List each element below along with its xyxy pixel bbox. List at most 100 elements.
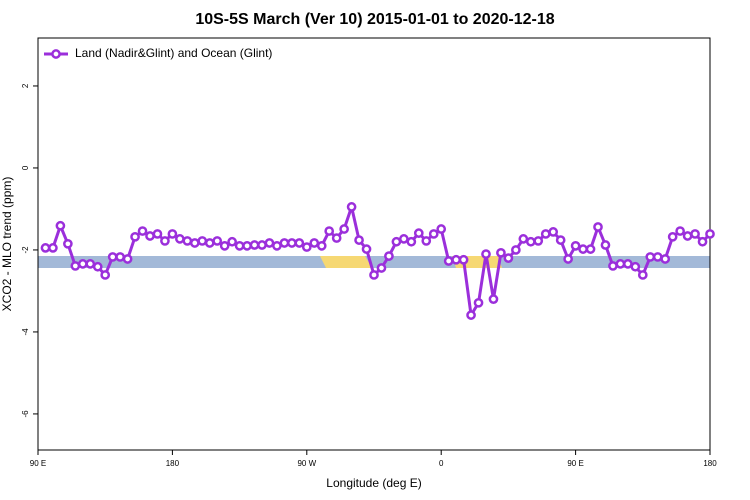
y-tick-label: -6 xyxy=(21,410,30,418)
data-point xyxy=(234,240,245,251)
data-point xyxy=(354,235,364,245)
data-point xyxy=(212,236,223,246)
data-point xyxy=(406,236,417,247)
data-point xyxy=(48,243,58,253)
data-point xyxy=(578,244,588,254)
plot-frame xyxy=(37,37,711,451)
y-tick-label: -4 xyxy=(21,328,30,336)
data-point xyxy=(421,236,432,246)
y-tick-label: 2 xyxy=(21,83,30,88)
data-point xyxy=(630,261,641,272)
data-point xyxy=(100,270,111,280)
data-point xyxy=(204,238,215,248)
data-point xyxy=(413,228,424,238)
data-point xyxy=(503,253,514,263)
data-point xyxy=(309,238,320,248)
data-point xyxy=(705,229,715,239)
data-point xyxy=(548,227,559,237)
y-tick-label: 0 xyxy=(21,165,30,170)
data-point xyxy=(339,224,349,234)
data-point xyxy=(608,261,618,271)
data-point xyxy=(540,229,551,239)
data-point xyxy=(77,259,88,269)
data-point xyxy=(122,254,133,264)
land-band xyxy=(320,256,372,268)
data-point xyxy=(518,234,529,244)
data-point xyxy=(301,242,312,252)
data-point xyxy=(645,252,656,262)
data-point xyxy=(652,252,663,262)
data-point xyxy=(331,233,342,243)
data-point xyxy=(324,226,335,236)
data-point xyxy=(242,240,252,251)
data-point xyxy=(249,240,260,250)
data-point xyxy=(555,235,566,245)
data-point xyxy=(690,229,700,239)
data-point xyxy=(167,229,178,239)
data-point xyxy=(40,243,51,253)
x-tick-label: 180 xyxy=(703,459,717,468)
data-point xyxy=(152,229,163,239)
data-point xyxy=(63,238,73,249)
data-point xyxy=(130,231,140,242)
data-point xyxy=(137,226,148,236)
data-point xyxy=(70,261,81,271)
data-point xyxy=(675,226,685,236)
data-point xyxy=(481,249,491,259)
x-tick-label: 90 E xyxy=(30,459,46,468)
data-point xyxy=(92,261,103,272)
data-point xyxy=(511,245,521,255)
data-point xyxy=(189,238,200,248)
x-tick-label: 90 W xyxy=(297,459,316,468)
x-axis-label: Longitude (deg E) xyxy=(326,476,421,490)
data-point xyxy=(346,202,357,212)
data-point xyxy=(451,254,461,265)
x-tick-label: 90 E xyxy=(567,459,583,468)
data-point xyxy=(593,222,603,232)
data-point xyxy=(667,231,678,242)
data-point xyxy=(316,240,327,251)
data-point xyxy=(369,270,379,280)
data-point xyxy=(264,238,275,248)
data-point xyxy=(682,231,693,241)
data-point xyxy=(361,244,372,254)
data-point xyxy=(85,259,96,269)
data-point xyxy=(294,238,305,248)
data-point xyxy=(570,240,581,251)
data-point xyxy=(160,236,170,246)
y-tick-label: -2 xyxy=(21,246,30,254)
data-point xyxy=(287,238,297,248)
chart-title: 10S-5S March (Ver 10) 2015-01-01 to 2020… xyxy=(195,11,554,28)
x-tick-label: 180 xyxy=(166,459,180,468)
data-point xyxy=(473,297,484,308)
legend-label: Land (Nadir&Glint) and Ocean (Glint) xyxy=(75,46,272,60)
data-point xyxy=(458,254,469,265)
data-point xyxy=(175,234,185,244)
data-point xyxy=(182,236,193,246)
data-point xyxy=(107,252,118,262)
data-point xyxy=(488,294,499,304)
data-point xyxy=(436,224,447,234)
data-point xyxy=(525,236,536,247)
data-point xyxy=(563,254,573,264)
data-point xyxy=(496,247,506,258)
data-point xyxy=(197,236,208,246)
data-point xyxy=(443,256,454,266)
data-point xyxy=(391,236,402,247)
surface-band xyxy=(38,256,710,268)
data-point xyxy=(279,238,290,248)
data-point xyxy=(660,254,671,264)
y-axis-label: XCO2 - MLO trend (ppm) xyxy=(0,177,14,312)
data-point xyxy=(376,263,387,273)
data-point xyxy=(257,240,267,250)
data-point xyxy=(533,236,544,246)
data-point xyxy=(466,310,476,320)
data-point xyxy=(399,234,409,244)
data-point xyxy=(145,231,155,241)
data-point xyxy=(272,240,282,251)
data-point xyxy=(55,220,66,231)
data-point xyxy=(615,259,626,269)
data-point xyxy=(585,244,596,254)
